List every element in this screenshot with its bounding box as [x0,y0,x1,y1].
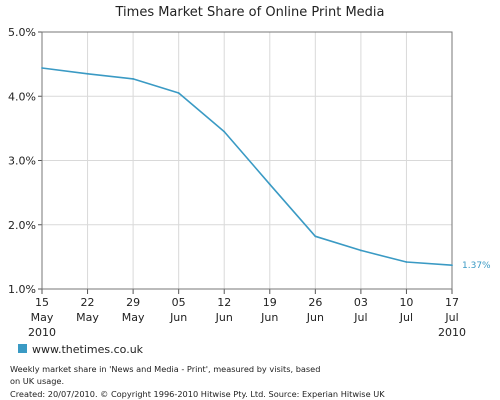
footnotes: Weekly market share in 'News and Media -… [10,364,385,399]
x-tick-label: 26 [308,296,322,309]
data-point [223,130,226,133]
y-tick-label: 1.0% [8,283,36,296]
x-tick-label: 29 [126,296,140,309]
axes [38,31,453,294]
y-tick-label: 5.0% [8,26,36,39]
footnote-line-1: Weekly market share in 'News and Media -… [10,364,320,374]
annotations: 1.37% [462,261,491,271]
x-tick-label: 05 [172,296,186,309]
chart-title: Times Market Share of Online Print Media [115,5,385,20]
series-layer [41,67,453,267]
data-point [177,92,180,94]
legend-label: www.thetimes.co.uk [32,343,144,356]
legend-swatch [18,344,27,353]
x-tick-label: May [76,311,99,324]
x-tick-label: May [31,311,54,324]
x-tick-label: 19 [263,296,277,309]
last-value-label: 1.37% [462,261,491,271]
data-point [132,78,135,80]
x-tick-label: Jun [215,311,233,324]
x-tick-label: 17 [445,296,459,309]
x-tick-label: Jul [399,311,413,324]
x-tick-labels: 15 May 2010 22 May 29 May 05 Jun 12 Jun 19 Jun 26 Jun 0… [28,296,466,339]
x-tick-label: Jul [444,311,458,324]
x-tick-label: Jun [306,311,324,324]
x-tick-label: 15 [35,296,49,309]
y-tick-label: 2.0% [8,219,36,232]
data-point [405,261,408,263]
footnote-line-3: Created: 20/07/2010. © Copyright 1996-20… [10,389,385,399]
x-tick-label: Jun [260,311,278,324]
x-tick-label: 03 [354,296,368,309]
grid [41,31,453,290]
data-point [41,67,43,69]
x-tick-label: 2010 [438,326,466,339]
x-tick-label: Jun [169,311,187,324]
x-tick-label: May [122,311,145,324]
plot-frame [41,31,453,290]
data-point [359,249,362,252]
legend: www.thetimes.co.uk [18,343,144,356]
x-tick-label: 2010 [28,326,56,339]
data-point [451,264,453,267]
data-point [314,235,317,238]
data-point [86,72,89,75]
x-tick-label: Jul [353,311,367,324]
footnote-line-2: on UK usage. [10,376,64,386]
y-tick-label: 3.0% [8,155,36,168]
x-tick-label: 22 [81,296,95,309]
y-tick-label: 4.0% [8,90,36,103]
data-point [268,183,271,186]
y-tick-labels: 1.0% 2.0% 3.0% 4.0% 5.0% [8,26,36,296]
x-tick-label: 12 [217,296,231,309]
series-line [41,67,453,266]
x-tick-label: 10 [399,296,413,309]
